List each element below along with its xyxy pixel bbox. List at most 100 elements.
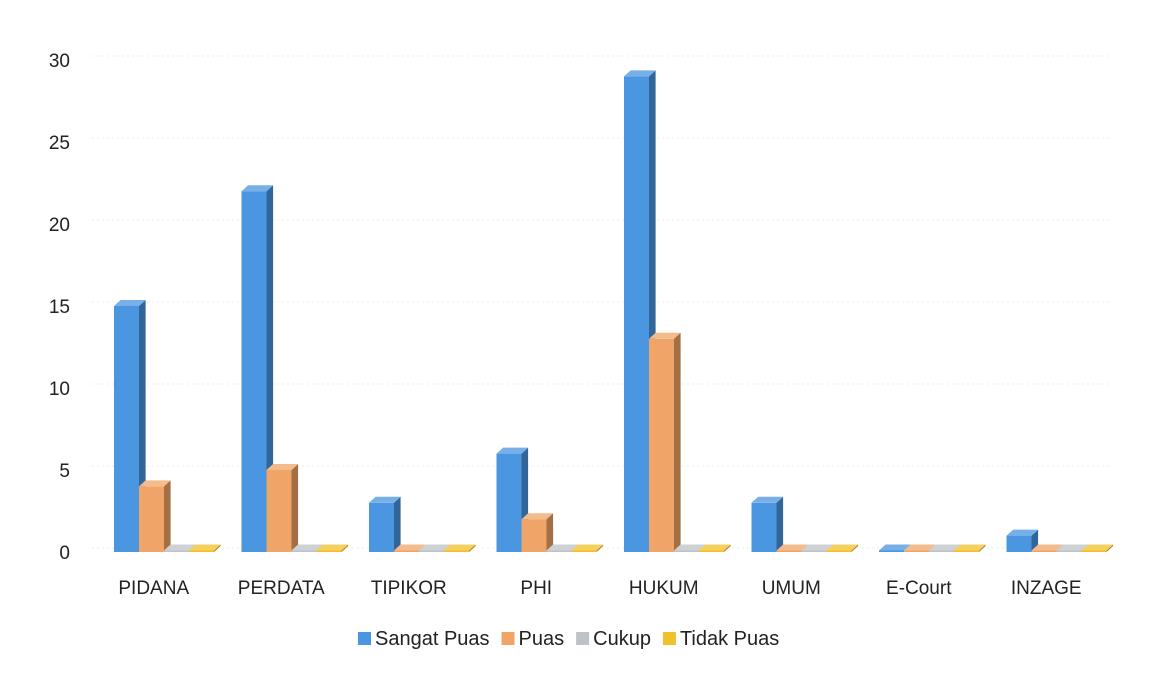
bar-front [954,550,979,552]
x-tick-label: TIPIKOR [371,578,447,599]
bar-side [266,185,274,552]
bar-front [316,550,342,552]
bar-top [879,544,911,551]
legend: Sangat Puas Puas Cukup Tidak Puas [358,628,779,650]
bar-top [496,447,529,454]
bar-side [1106,544,1114,552]
bar-front [546,550,572,552]
bar-top [751,496,784,503]
bar-top [189,544,221,551]
bars [114,70,1114,553]
legend-item: Cukup [576,628,651,650]
bar-side [724,544,731,552]
bar-front [879,550,904,552]
bar-side [596,544,604,552]
bar-tipikor-sangat-puas [369,496,401,552]
bar-front [189,550,214,552]
bar-side [979,544,986,552]
bar-side [851,544,859,552]
bar-front [291,550,317,552]
bar-front [369,502,394,552]
bar-front [674,550,699,552]
bar-pidana-puas [139,480,171,552]
x-tick-label: PIDANA [118,578,189,599]
legend-label: Cukup [593,628,651,650]
bar-inzage-sangat-puas [1006,529,1039,552]
bar-front [1081,550,1107,552]
y-tick-label: 10 [49,379,70,400]
bar-front [571,550,597,552]
x-tick-label: HUKUM [629,578,699,599]
bar-front [241,191,267,552]
bar-top [674,544,706,551]
bar-top [826,544,859,551]
bar-side [469,544,476,552]
bar-front [801,550,827,552]
bar-top [699,544,731,551]
bar-top [904,544,936,551]
bar-side [291,464,299,552]
legend-swatch [576,632,590,645]
bar-front [394,550,419,552]
y-axis: 0 5 10 15 20 25 30 [49,51,70,564]
bar-side [776,496,784,552]
bar-front [139,486,164,552]
bar-top [266,464,299,470]
bar-front [826,550,852,552]
legend-swatch [662,632,676,645]
bar-front [904,550,929,552]
bar-front [419,550,444,552]
bar-front [444,550,469,552]
bar-front [496,453,522,552]
bar-top [521,513,554,520]
bar-top [164,544,196,551]
legend-label: Sangat Puas [375,628,490,650]
bar-perdata-puas [266,464,299,552]
legend-item: Tidak Puas [662,628,779,650]
bar-top [929,544,961,551]
bar-top [444,544,476,551]
bar-top [546,544,579,551]
bar-top [649,332,681,339]
bar-hukum-puas [649,332,681,552]
bar-front [114,306,139,552]
legend-label: Tidak Puas [680,628,779,650]
legend-swatch [501,632,515,645]
bar-front [929,550,954,552]
bar-top [139,480,171,487]
bar-inzage-tidak-puas [1081,544,1114,552]
bar-top [1006,529,1039,536]
legend-swatch [358,632,371,645]
x-tick-label: UMUM [762,578,821,599]
y-tick-label: 20 [49,215,70,236]
bar-top [1056,544,1089,551]
bar-top [241,185,274,192]
bar-pidana-tidak-puas [189,544,221,552]
bar-e-court-tidak-puas [954,544,986,552]
bar-front [776,550,802,552]
bar-side [214,544,221,552]
bar-side [674,332,681,552]
bar-front [649,338,674,552]
bar-umum-tidak-puas [826,544,859,552]
bar-top [571,544,604,551]
bar-top [114,300,146,306]
bar-front [1031,550,1057,552]
bar-tipikor-tidak-puas [444,544,476,552]
bar-top [1031,544,1064,551]
bar-front [1006,535,1032,552]
x-tick-label: E-Court [886,578,952,599]
bar-top [291,544,324,551]
x-tick-label: PERDATA [238,578,325,599]
bar-front [266,470,292,552]
bar-top [1081,544,1114,551]
y-tick-label: 0 [59,543,70,564]
bar-perdata-tidak-puas [316,544,349,552]
bar-top [624,70,656,77]
bar-top [369,496,401,503]
bar-top [419,544,451,551]
bar-hukum-tidak-puas [699,544,731,552]
legend-label: Puas [519,628,565,650]
bar-top [394,544,426,551]
